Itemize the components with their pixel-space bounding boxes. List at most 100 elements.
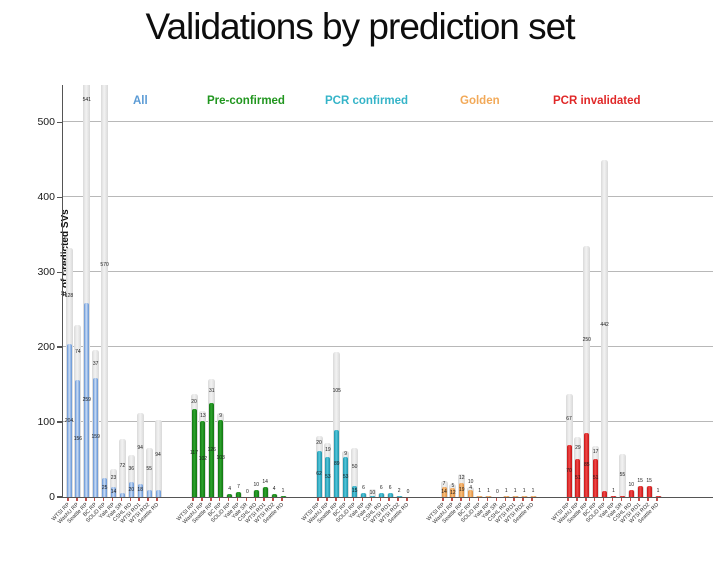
gridline xyxy=(63,196,713,198)
x-tick-mark xyxy=(227,498,230,501)
bar-value-label: 1 xyxy=(656,488,660,495)
bar-value-label: 14 xyxy=(441,488,447,495)
bar-total-segment xyxy=(618,454,626,497)
y-tick-mark xyxy=(57,196,62,199)
bar-colored-segment xyxy=(468,489,474,497)
chart-title: Validations by prediction set xyxy=(145,6,576,47)
x-tick-mark xyxy=(343,498,346,501)
bar-value-label: 19 xyxy=(459,486,465,493)
bar-gray-value-label: 12 xyxy=(459,475,465,482)
legend-item: PCR confirmed xyxy=(325,95,409,107)
bar-colored-segment xyxy=(655,496,661,497)
bar-gray-value-label: 37 xyxy=(92,361,99,368)
bar-value-label: 6 xyxy=(388,484,392,491)
bar-value-label: 7 xyxy=(237,483,240,490)
slide: Validations by prediction set All Pre-con… xyxy=(0,6,720,526)
bar-gray-value-label: 250 xyxy=(582,336,591,343)
bar-colored-segment xyxy=(378,492,384,497)
gridline xyxy=(63,271,713,273)
bar-colored-segment xyxy=(477,496,483,497)
bar-value-label: 51 xyxy=(575,474,581,481)
bar-gray-value-label: 20 xyxy=(191,398,197,405)
legend-item: Golden xyxy=(460,95,500,107)
bar-total-segment xyxy=(145,448,153,497)
x-tick-mark xyxy=(272,498,274,501)
y-tick-label: 100 xyxy=(37,416,55,429)
bar-value-label: 70 xyxy=(566,467,572,474)
bar-gray-value-label: 20 xyxy=(316,440,322,447)
bar-colored-segment xyxy=(102,478,108,497)
bar-gray-value-label: 10 xyxy=(369,489,376,496)
bar-value-label: 25 xyxy=(101,484,108,491)
x-tick-mark xyxy=(352,498,355,501)
y-tick-label: 300 xyxy=(37,266,55,279)
bar-value-label: 15 xyxy=(637,477,643,484)
bar-value-label: 4 xyxy=(272,486,276,493)
bar-colored-segment xyxy=(387,492,393,497)
x-tick-mark xyxy=(442,498,444,501)
x-tick-mark xyxy=(397,498,399,501)
bar-value-label: 2 xyxy=(397,487,401,494)
bar-value-label: 4 xyxy=(228,486,231,493)
bar-value-label: 14 xyxy=(262,478,268,485)
legend: All Pre-confirmed PCR confirmed Golden PCR i… xyxy=(0,95,720,111)
bar-colored-segment xyxy=(343,457,349,497)
bar-colored-segment xyxy=(218,419,224,497)
bar-colored-segment xyxy=(637,485,643,497)
bar-gray-value-label: 94 xyxy=(155,452,161,459)
y-tick-mark xyxy=(57,421,62,423)
bar-gray-value-label: 442 xyxy=(600,322,609,329)
bar-value-label: 15 xyxy=(646,477,652,484)
bar-colored-segment xyxy=(441,486,447,497)
x-tick-mark xyxy=(370,498,373,501)
x-tick-mark xyxy=(468,498,471,501)
x-tick-mark xyxy=(513,498,515,501)
x-tick-mark xyxy=(93,498,96,501)
bar-colored-segment xyxy=(396,495,402,497)
bar-gray-value-label: 13 xyxy=(200,412,206,419)
bar-value-label: 89 xyxy=(334,460,340,467)
bar-gray-value-label: 4 xyxy=(469,485,473,492)
bar-value-label: 0 xyxy=(246,489,249,495)
bar-total-segment xyxy=(333,351,341,497)
bar-colored-segment xyxy=(262,486,268,497)
x-tick-mark xyxy=(567,498,569,501)
plot-area: 204 128 156 74 259 541 159 37 25 570 14 23 72 20 36 18 9… xyxy=(62,85,713,498)
bar-colored-segment xyxy=(566,444,572,497)
bar-colored-segment xyxy=(316,450,322,497)
bar-gray-value-label: 31 xyxy=(209,388,215,395)
bar-value-label: 102 xyxy=(198,455,208,462)
bar-colored-segment xyxy=(593,458,599,497)
bar-gray-value-label: 570 xyxy=(100,261,109,268)
bar-total-segment xyxy=(154,419,162,497)
bar-value-label: 1 xyxy=(513,488,517,495)
bar-total-segment xyxy=(601,159,609,497)
x-tick-mark xyxy=(245,498,248,501)
bar-gray-value-label: 23 xyxy=(110,474,117,481)
bar-value-label: 12 xyxy=(450,489,456,496)
bar-value-label: 10 xyxy=(253,481,260,488)
x-tick-mark xyxy=(254,498,257,501)
bar-colored-segment xyxy=(521,496,527,497)
bar-value-label: 117 xyxy=(190,450,198,457)
x-tick-mark xyxy=(67,498,69,501)
bar-colored-segment xyxy=(361,492,366,497)
bar-total-segment xyxy=(83,85,91,497)
bar-colored-segment xyxy=(575,458,581,497)
bar-value-label: 0 xyxy=(496,489,499,495)
x-tick-mark xyxy=(111,498,114,501)
bar-colored-segment xyxy=(611,496,616,497)
bar-value-label: 1 xyxy=(504,488,508,495)
bar-gray-value-label: 17 xyxy=(592,449,599,456)
bar-gray-value-label: 67 xyxy=(566,416,572,423)
y-tick-label: 500 xyxy=(37,116,55,129)
bar-value-label: 51 xyxy=(592,474,599,481)
bar-colored-segment xyxy=(146,489,152,497)
x-tick-mark xyxy=(147,498,149,501)
bar-colored-segment xyxy=(128,482,134,497)
bar-colored-segment xyxy=(486,496,491,497)
bar-colored-segment xyxy=(253,489,259,497)
legend-item: PCR invalidated xyxy=(553,95,641,107)
x-tick-mark xyxy=(585,498,587,501)
x-tick-mark xyxy=(477,498,480,501)
